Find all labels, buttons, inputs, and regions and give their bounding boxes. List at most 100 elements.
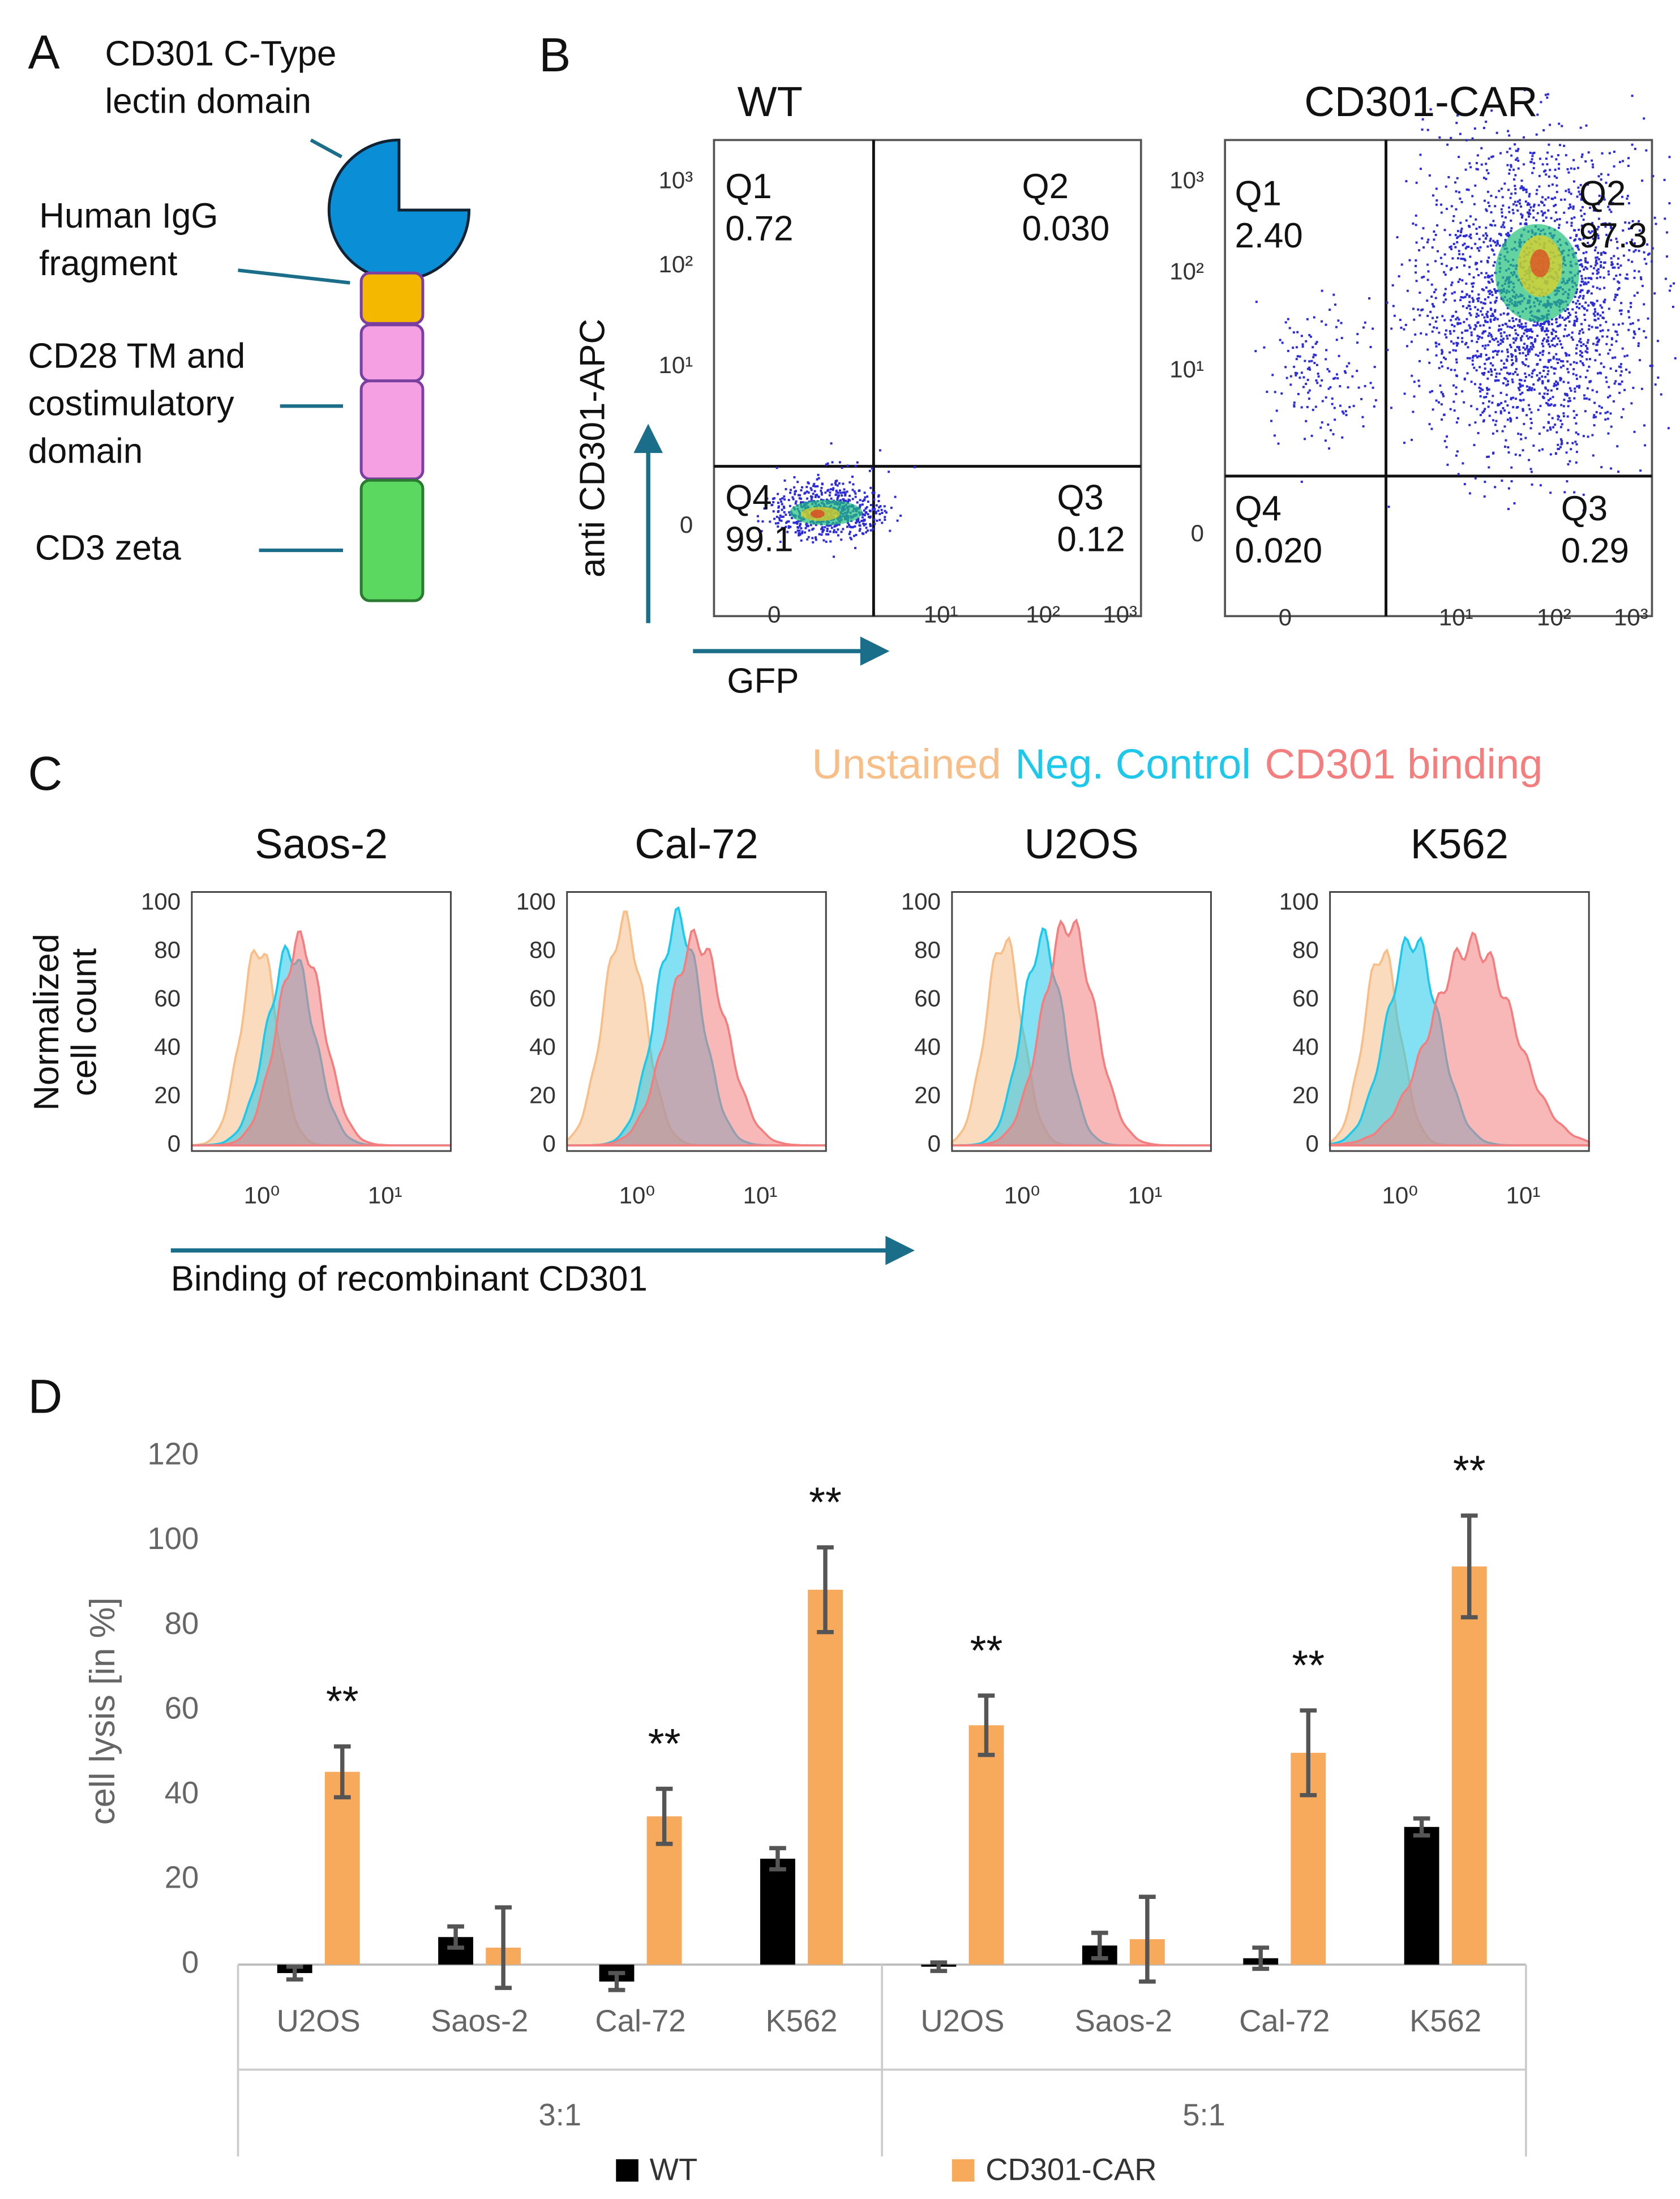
density-dot bbox=[1469, 215, 1472, 218]
density-dot bbox=[1461, 340, 1464, 343]
density-dot bbox=[1429, 323, 1432, 326]
density-dot bbox=[1538, 449, 1541, 452]
density-dot bbox=[1563, 318, 1566, 321]
density-dot bbox=[843, 488, 846, 491]
density-dot bbox=[1513, 502, 1516, 504]
density-dot bbox=[1550, 403, 1553, 406]
density-dot bbox=[1619, 366, 1622, 369]
density-dot bbox=[1540, 210, 1543, 213]
density-dot bbox=[1438, 367, 1441, 370]
density-dot bbox=[1615, 331, 1618, 333]
density-dot bbox=[1426, 314, 1429, 317]
density-dot bbox=[1600, 466, 1603, 469]
density-dot bbox=[1491, 294, 1494, 297]
density-dot bbox=[804, 491, 807, 494]
density-dot bbox=[1491, 280, 1494, 283]
density-dot bbox=[1305, 383, 1308, 386]
x-tick-label: 10¹ bbox=[368, 1182, 402, 1209]
quadrant-value: 99.1 bbox=[725, 520, 793, 559]
density-dot bbox=[1426, 241, 1429, 243]
density-dot bbox=[1315, 379, 1318, 382]
density-dot bbox=[1536, 212, 1539, 215]
density-dot bbox=[1476, 313, 1478, 315]
density-dot bbox=[788, 511, 791, 514]
density-dot bbox=[1519, 454, 1522, 457]
density-dot bbox=[894, 495, 897, 498]
density-dot bbox=[1465, 293, 1468, 296]
density-dot bbox=[1549, 345, 1552, 348]
density-dot bbox=[1601, 316, 1604, 319]
significance: ** bbox=[1453, 1447, 1486, 1494]
density-dot bbox=[815, 524, 817, 527]
density-dot bbox=[1324, 439, 1327, 442]
density-dot bbox=[1663, 178, 1666, 181]
density-dot bbox=[812, 527, 815, 530]
density-dot bbox=[1592, 343, 1595, 345]
density-dot bbox=[1583, 212, 1586, 215]
density-dot bbox=[1295, 358, 1298, 361]
density-dot bbox=[1610, 467, 1613, 470]
density-dot bbox=[1576, 195, 1579, 198]
density-dot bbox=[1549, 169, 1552, 172]
y-tick-label: 60 bbox=[529, 985, 556, 1012]
density-dot bbox=[1553, 372, 1556, 375]
density-dot bbox=[1632, 250, 1635, 253]
density-dot bbox=[1536, 323, 1539, 326]
density-core bbox=[1530, 249, 1550, 277]
density-dot bbox=[1538, 378, 1541, 380]
density-dot bbox=[1627, 157, 1630, 160]
density-dot bbox=[1478, 249, 1481, 252]
density-dot bbox=[1613, 225, 1616, 228]
x-tick-label: 10⁰ bbox=[244, 1182, 280, 1209]
density-dot bbox=[1607, 270, 1610, 273]
legend-entry: Neg. Control bbox=[1015, 741, 1250, 788]
density-dot bbox=[1461, 337, 1464, 340]
density-dot bbox=[1432, 316, 1434, 319]
density-dot bbox=[1441, 418, 1443, 421]
density-dot bbox=[1519, 384, 1522, 387]
density-dot bbox=[1591, 326, 1593, 328]
density-dot bbox=[1456, 241, 1459, 243]
density-dot bbox=[1469, 314, 1472, 316]
density-dot bbox=[1576, 244, 1579, 247]
density-dot bbox=[873, 498, 876, 501]
density-dot bbox=[1628, 316, 1631, 319]
density-dot bbox=[1520, 379, 1523, 382]
density-dot bbox=[1575, 414, 1578, 417]
density-dot bbox=[1455, 386, 1458, 389]
density-dot bbox=[1550, 318, 1553, 321]
density-dot bbox=[1458, 191, 1460, 194]
density-dot bbox=[1524, 325, 1527, 328]
density-dot bbox=[1463, 264, 1465, 267]
density-dot bbox=[1499, 392, 1502, 395]
density-dot bbox=[1486, 315, 1489, 318]
density-dot bbox=[1434, 233, 1437, 236]
density-dot bbox=[818, 533, 821, 536]
density-dot bbox=[1430, 295, 1433, 298]
density-dot bbox=[1565, 353, 1568, 356]
y-tick-label: 100 bbox=[901, 888, 941, 914]
density-dot bbox=[1557, 418, 1559, 421]
density-dot bbox=[1293, 404, 1296, 407]
density-dot bbox=[1307, 391, 1310, 394]
density-dot bbox=[1478, 226, 1481, 229]
density-dot bbox=[1573, 229, 1576, 232]
density-dot bbox=[1542, 396, 1545, 399]
density-dot bbox=[827, 524, 830, 527]
density-dot bbox=[820, 491, 823, 494]
density-dot bbox=[1576, 385, 1579, 388]
density-dot bbox=[772, 510, 775, 513]
density-dot bbox=[1604, 412, 1607, 414]
density-dot bbox=[1501, 480, 1503, 482]
density-dot bbox=[1593, 414, 1596, 417]
density-dot bbox=[772, 501, 775, 503]
significance: ** bbox=[809, 1478, 842, 1525]
y-axis-label: Normalized bbox=[27, 934, 66, 1111]
density-dot bbox=[1480, 353, 1482, 356]
density-dot bbox=[1620, 313, 1623, 315]
density-dot bbox=[1492, 315, 1495, 317]
density-dot bbox=[1422, 275, 1425, 278]
density-dot bbox=[1474, 184, 1477, 187]
x-tick-label: U2OS bbox=[277, 2004, 361, 2038]
density-dot bbox=[1620, 416, 1623, 418]
